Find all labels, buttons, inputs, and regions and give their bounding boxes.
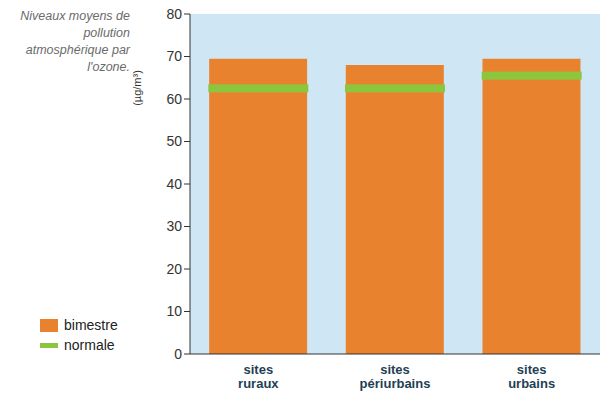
svg-text:sitesruraux: sitesruraux: [238, 362, 279, 391]
html-text:bimestre: bimestre: [64, 317, 118, 333]
html-text:Niveaux moyens de pollution at: Niveaux moyens de pollution atmosphériqu…: [20, 9, 130, 74]
svg-text:70: 70: [166, 48, 182, 64]
svg-text:50: 50: [166, 133, 182, 149]
svg-text:80: 80: [166, 6, 182, 22]
html-text:normale: normale: [64, 337, 115, 353]
svg-text:20: 20: [166, 261, 182, 277]
svg-text:30: 30: [166, 218, 182, 234]
svg-text:10: 10: [166, 303, 182, 319]
svg-text:40: 40: [166, 176, 182, 192]
svg-text:60: 60: [166, 91, 182, 107]
svg-text:sitespériurbains: sitespériurbains: [360, 362, 431, 391]
svg-text:0: 0: [174, 346, 182, 362]
html-text:(µg/m³): (µg/m³): [131, 70, 143, 106]
svg-text:sitesurbains: sitesurbains: [508, 362, 555, 391]
